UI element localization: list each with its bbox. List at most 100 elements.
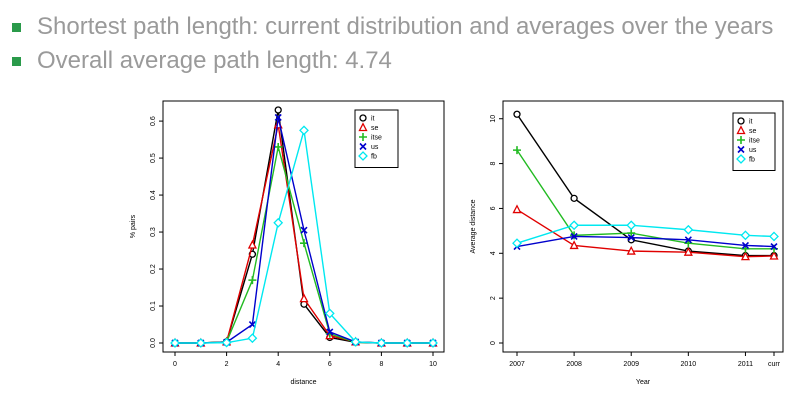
x-tick-label: 2008 [566,361,582,368]
y-tick-label: 0 [490,341,497,345]
series-line-fb [516,224,775,244]
legend-label-se: se [749,128,757,135]
series-fb [170,125,438,348]
y-tick-label: 2 [490,296,497,300]
legend-label-se: se [371,125,379,132]
bullet-square-icon [12,56,21,66]
legend-marker-itse [737,136,745,144]
data-point-fb [350,336,361,347]
data-point-se [299,293,309,303]
data-point-it [274,106,282,114]
bullet-item-1: Shortest path length: current distributi… [12,10,792,44]
x-tick-label: 0 [173,361,177,368]
legend-label-us: us [371,144,379,151]
data-point-itse [248,276,257,285]
y-axis-label: Average distance [470,199,477,253]
y-tick-label: 0.0 [150,338,157,348]
y-tick-label: 8 [490,162,497,166]
bullet-list: Shortest path length: current distributi… [12,10,792,78]
y-tick-label: 6 [490,206,497,210]
legend-marker-it [737,117,745,125]
series-line-se [516,208,775,258]
data-point-fb [170,338,180,348]
data-point-fb [299,125,309,136]
plot-frame [162,100,445,353]
series-us [513,232,778,251]
data-point-se [247,239,257,249]
bullet-text-1: Shortest path length: current distributi… [37,13,774,40]
y-axis-label: % pairs [130,214,137,238]
y-tick-label: 0.5 [150,153,157,163]
series-fb [512,220,779,249]
x-tick-label: 4 [276,361,280,368]
x-tick-label: 2009 [623,361,639,368]
data-point-us [274,113,282,121]
data-point-fb [247,333,258,344]
bullet-square-icon [12,22,21,32]
y-tick-label: 0.1 [150,301,157,311]
x-axis-label: Year [636,379,651,386]
y-tick-label: 0.3 [150,227,157,237]
data-point-fb [740,230,751,241]
legend-marker-us [737,145,745,154]
legend-marker-it [359,114,367,122]
data-point-us [326,328,334,336]
x-tick-label: 2007 [509,361,525,368]
data-point-us [300,226,308,234]
x-tick-label: 2011 [738,361,753,368]
data-point-it [513,110,521,118]
data-point-us [741,241,750,250]
data-point-us [570,232,578,241]
legend-marker-itse [359,133,367,141]
legend-label-us: us [749,147,757,154]
data-point-se [512,204,522,214]
x-tick-label: 6 [328,361,332,368]
series-se [512,204,779,261]
x-tick-label: 2010 [681,361,697,368]
legend-label-fb: fb [749,157,755,164]
x-axis-label: distance [290,379,316,386]
data-point-fb [769,231,779,242]
data-point-se [740,251,751,261]
plot-frame [502,100,784,353]
data-point-fb [626,220,637,231]
data-point-us [770,242,778,251]
legend-label-itse: itse [371,135,382,142]
x-tick-label: 2 [225,361,229,368]
data-point-fb [273,217,284,228]
legend-marker-fb [358,151,368,161]
y-tick-label: 10 [490,115,497,123]
data-point-itse [274,142,283,151]
legend-marker-se [358,122,368,132]
data-point-fb [683,224,694,235]
x-tick-label: curr [768,361,781,368]
data-point-fb [195,338,206,348]
data-point-fb [221,337,232,348]
legend-label-fb: fb [371,154,377,161]
data-point-it [570,194,578,202]
bullet-item-2: Overall average path length: 4.74 [12,44,792,78]
legend-label-it: it [749,119,753,126]
data-point-itse [627,229,636,238]
data-point-se [626,245,636,255]
y-tick-label: 0.2 [150,264,157,274]
data-point-us [684,236,692,244]
data-point-fb [512,238,522,249]
x-tick-label: 10 [429,361,437,368]
data-point-se [569,240,579,250]
data-point-fb [402,338,413,348]
data-point-itse [513,146,521,155]
y-tick-label: 4 [490,251,497,255]
legend-marker-fb [736,154,746,164]
series-line-it [516,113,774,257]
data-point-fb [569,220,580,231]
legend-marker-us [359,142,367,151]
legend-label-it: it [371,116,375,123]
data-point-fb [428,338,438,348]
data-point-fb [376,338,387,348]
legend-label-itse: itse [749,138,760,145]
data-point-us [627,234,635,242]
